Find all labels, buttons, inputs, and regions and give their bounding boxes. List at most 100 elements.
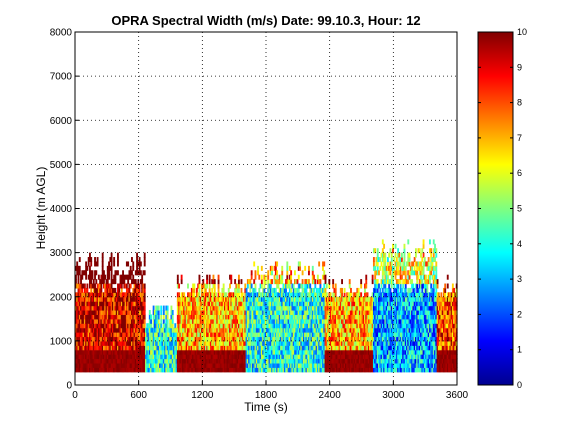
heatmap-cell	[260, 327, 263, 333]
heatmap-cell	[108, 332, 110, 338]
heatmap-cell	[235, 362, 238, 368]
heatmap-cell	[343, 362, 346, 368]
heatmap-cell	[390, 367, 393, 373]
heatmap-cell	[125, 314, 128, 320]
heatmap-cell	[94, 345, 96, 351]
heatmap-cell	[385, 314, 388, 320]
heatmap-cell	[223, 301, 226, 307]
heatmap-cell	[262, 318, 265, 324]
heatmap-cell	[190, 305, 193, 311]
heatmap-cell	[188, 340, 191, 346]
heatmap-cell	[290, 362, 293, 368]
heatmap-cell	[187, 332, 189, 338]
heatmap-cell	[272, 301, 275, 307]
heatmap-cell	[152, 305, 155, 311]
heatmap-cell	[389, 332, 392, 338]
heatmap-cell	[216, 340, 219, 346]
heatmap-cell	[164, 367, 166, 373]
heatmap-cell	[322, 292, 324, 298]
heatmap-cell	[295, 314, 298, 320]
heatmap-cell	[269, 296, 272, 302]
heatmap-cell	[139, 345, 142, 351]
heatmap-cell	[327, 358, 329, 364]
heatmap-cell	[207, 296, 210, 302]
heatmap-cell	[301, 314, 304, 320]
heatmap-cell	[328, 340, 331, 346]
heatmap-cell	[124, 349, 127, 355]
heatmap-cell	[87, 301, 90, 307]
heatmap-cell	[136, 257, 138, 263]
heatmap-cell	[209, 362, 212, 368]
heatmap-cell	[230, 332, 233, 338]
heatmap-cell	[362, 301, 365, 307]
heatmap-cell	[218, 314, 221, 320]
heatmap-cell	[248, 314, 251, 320]
heatmap-cell	[333, 336, 336, 342]
heatmap-cell	[339, 354, 342, 360]
heatmap-cell	[245, 354, 248, 360]
heatmap-cell	[376, 283, 379, 289]
heatmap-cell	[390, 345, 393, 351]
heatmap-cell	[267, 318, 270, 324]
heatmap-cell	[304, 349, 307, 355]
heatmap-cell	[204, 292, 207, 298]
heatmap-cell	[208, 367, 211, 373]
heatmap-cell	[328, 345, 331, 351]
heatmap-cell	[117, 345, 119, 351]
heatmap-cell	[204, 332, 207, 338]
heatmap-cell	[378, 362, 380, 368]
heatmap-cell	[122, 274, 124, 280]
heatmap-cell	[208, 358, 211, 364]
heatmap-cell	[281, 301, 284, 307]
heatmap-cell	[394, 354, 397, 360]
heatmap-cell	[362, 367, 365, 373]
heatmap-cell	[92, 305, 95, 311]
heatmap-cell	[106, 318, 109, 324]
heatmap-cell	[323, 367, 326, 373]
heatmap-cell	[101, 354, 104, 360]
heatmap-cell	[309, 354, 312, 360]
heatmap-cell	[375, 332, 378, 338]
heatmap-cell	[355, 318, 357, 324]
heatmap-cell	[236, 287, 239, 293]
heatmap-cell	[370, 345, 373, 351]
heatmap-cell	[165, 358, 168, 364]
heatmap-cell	[343, 345, 346, 351]
heatmap-cell	[206, 314, 209, 320]
heatmap-cell	[208, 305, 211, 311]
heatmap-cell	[204, 305, 207, 311]
heatmap-cell	[77, 332, 80, 338]
heatmap-cell	[250, 301, 253, 307]
heatmap-cell	[81, 362, 84, 368]
heatmap-cell	[380, 349, 383, 355]
heatmap-cell	[255, 301, 258, 307]
heatmap-cell	[263, 296, 266, 302]
heatmap-cell	[220, 309, 223, 315]
heatmap-cell	[251, 362, 254, 368]
heatmap-cell	[146, 354, 149, 360]
heatmap-cell	[319, 283, 322, 289]
heatmap-cell	[343, 314, 346, 320]
heatmap-cell	[372, 336, 375, 342]
heatmap-cell	[137, 358, 140, 364]
heatmap-cell	[360, 345, 363, 351]
heatmap-cell	[319, 279, 322, 285]
heatmap-cell	[365, 305, 368, 311]
heatmap-cell	[208, 314, 211, 320]
heatmap-cell	[346, 358, 349, 364]
heatmap-cell	[143, 358, 146, 364]
heatmap-cell	[375, 309, 378, 315]
heatmap-cell	[133, 318, 136, 324]
heatmap-cell	[268, 336, 271, 342]
heatmap-cell	[78, 340, 81, 346]
heatmap-cell	[357, 345, 360, 351]
heatmap-cell	[299, 305, 301, 311]
heatmap-cell	[337, 336, 340, 342]
heatmap-cell	[319, 354, 322, 360]
heatmap-cell	[94, 336, 96, 342]
heatmap-cell	[216, 301, 219, 307]
heatmap-cell	[199, 314, 202, 320]
heatmap-cell	[271, 301, 273, 307]
heatmap-cell	[201, 323, 203, 329]
heatmap-cell	[243, 354, 245, 360]
